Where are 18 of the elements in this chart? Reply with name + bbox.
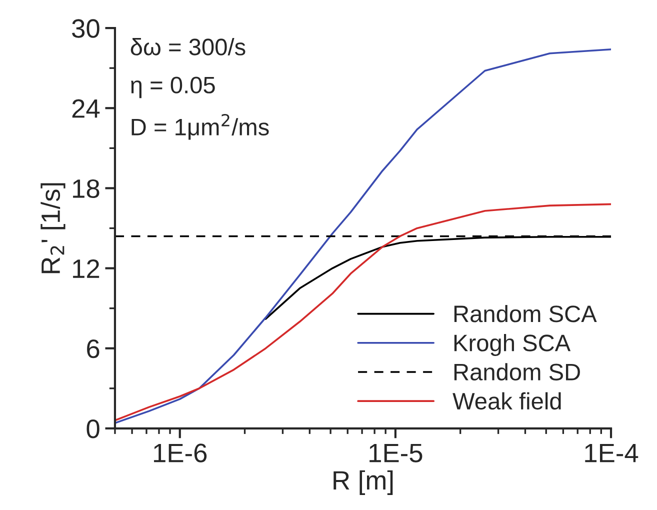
x-tick-label: 1E-4 xyxy=(585,444,638,462)
x-axis-title: R [m] xyxy=(334,470,393,495)
y-tick-label: 12 xyxy=(73,259,100,278)
y-tick-label: 0 xyxy=(86,420,100,438)
legend-label: Krogh SCA xyxy=(454,334,571,356)
legend-label: Random SD xyxy=(454,363,580,380)
annotation: η = 0.05 xyxy=(131,76,215,98)
y-tick-label: 18 xyxy=(73,179,100,198)
annotation: D = 1μm$^{2}$/ms xyxy=(132,114,269,140)
legend-label: Weak field xyxy=(452,392,561,410)
x-tick-label: 1E-5 xyxy=(370,444,422,462)
y-tick-label: 6 xyxy=(87,339,100,358)
y-axis-title: R$_{2}$' [1/s] xyxy=(40,183,66,274)
x-tick-label: 1E-6 xyxy=(154,444,207,462)
annotation: δω = 300/s xyxy=(130,38,246,56)
legend-label: Random SCA xyxy=(454,304,597,322)
y-tick-label: 24 xyxy=(72,99,100,118)
y-tick-label: 30 xyxy=(72,19,100,38)
